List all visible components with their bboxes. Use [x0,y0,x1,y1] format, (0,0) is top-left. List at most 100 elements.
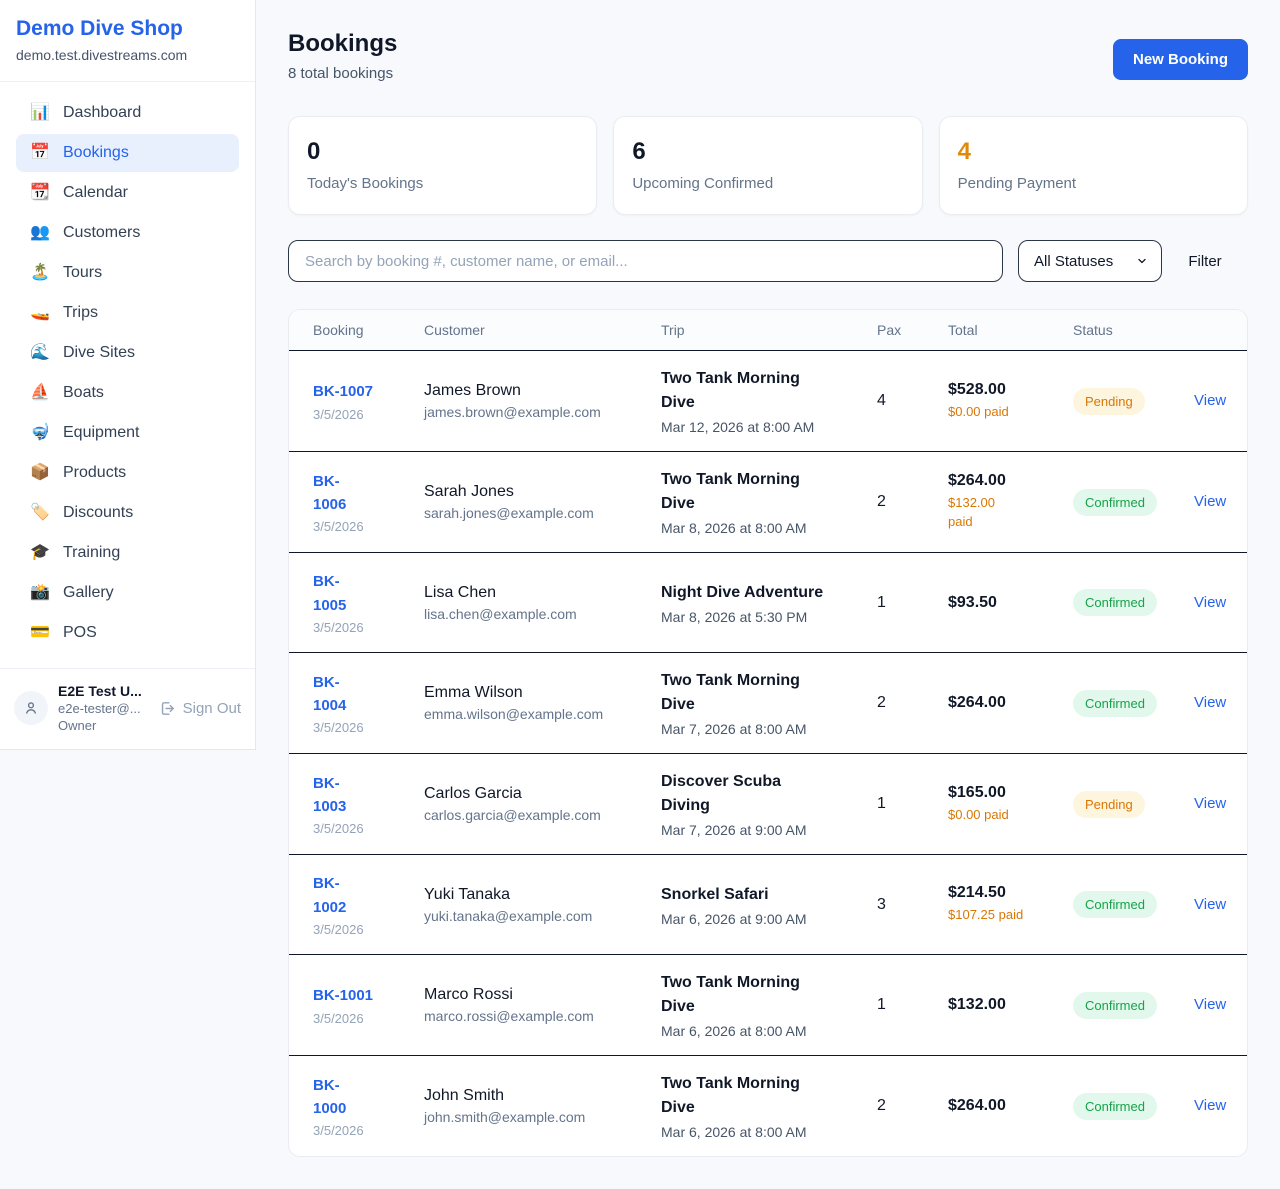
total-amount: $528.00 [948,380,1006,398]
shop-domain: demo.test.divestreams.com [16,47,188,63]
sidebar-item-training[interactable]: 🎓 Training [16,534,239,572]
sidebar-item-dashboard[interactable]: 📊 Dashboard [16,94,239,132]
sidebar-item-boats[interactable]: ⛵ Boats [16,374,239,412]
customer-cell: Sarah Jones sarah.jones@example.com [400,467,637,537]
speedboat-icon: 🚤 [30,304,50,321]
booking-date: 3/5/2026 [313,821,364,837]
sidebar-item-discounts[interactable]: 🏷️ Discounts [16,494,239,532]
avatar [14,691,48,725]
customer-name: James Brown [424,382,521,399]
page-header: Bookings 8 total bookings New Booking [288,30,1248,82]
view-link[interactable]: View [1194,694,1227,711]
people-icon: 👥 [30,224,50,241]
customer-cell: John Smith john.smith@example.com [400,1071,637,1141]
status-cell: Confirmed [1049,1077,1170,1136]
view-link[interactable]: View [1194,996,1227,1013]
trip-name: Two Tank Morning Dive [661,370,800,411]
customer-email: sarah.jones@example.com [424,505,594,521]
sidebar-item-customers[interactable]: 👥 Customers [16,214,239,252]
sidebar-item-products[interactable]: 📦 Products [16,454,239,492]
sidebar-item-label: Discounts [63,504,134,521]
sidebar-item-tours[interactable]: 🏝️ Tours [16,254,239,292]
filter-button[interactable]: Filter [1188,252,1222,270]
trip-name: Two Tank Morning Dive [661,672,800,713]
sidebar-item-equipment[interactable]: 🤿 Equipment [16,414,239,452]
customer-email: lisa.chen@example.com [424,605,577,622]
trip-datetime: Mar 7, 2026 at 9:00 AM [661,822,807,838]
sidebar: Demo Dive Shop demo.test.divestreams.com… [0,0,256,750]
booking-number-link[interactable]: BK- 1004 [313,673,347,714]
customer-email: emma.wilson@example.com [424,706,604,722]
tear-off-calendar-icon: 📆 [30,184,50,201]
pax-cell: 3 [877,895,886,913]
booking-number-link[interactable]: BK-1007 [313,383,374,401]
booking-number-link[interactable]: BK- 1000 [313,1076,347,1117]
customer-email: james.brown@example.com [424,404,601,420]
trip-cell: Two Tank Morning Dive Mar 7, 2026 at 8:00… [637,653,853,753]
view-link[interactable]: View [1194,895,1227,913]
column-header: Status [1073,322,1113,338]
booking-number-link[interactable]: BK-1001 [313,987,374,1005]
view-cell: View [1170,880,1247,930]
view-link[interactable]: View [1194,493,1227,510]
sidebar-item-label: Gallery [63,584,114,601]
view-link[interactable]: View [1194,593,1227,611]
camera-icon: 📸 [30,584,50,601]
sidebar-item-label: Dive Sites [63,344,136,361]
booking-cell: BK- 1006 3/5/2026 [289,454,400,551]
search-input[interactable] [288,240,1003,282]
status-filter-value: All Statuses [1034,252,1114,270]
status-cell: Pending [1049,775,1170,834]
trip-datetime: Mar 7, 2026 at 8:00 AM [661,721,807,737]
column-header: Trip [661,322,685,338]
sidebar-item-bookings[interactable]: 📅 Bookings [16,134,239,172]
island-icon: 🏝️ [30,264,50,281]
view-link[interactable]: View [1194,795,1227,812]
table-row: BK- 1000 3/5/2026 John Smith john.smith@e… [289,1056,1247,1156]
customer-cell: James Brown james.brown@example.com [400,366,637,436]
stat-card: 6 Upcoming Confirmed [613,116,923,215]
booking-cell: BK- 1002 3/5/2026 [289,856,400,953]
booking-date: 3/5/2026 [313,720,364,736]
booking-cell: BK- 1005 3/5/2026 [289,554,400,651]
sidebar-item-gallery[interactable]: 📸 Gallery [16,574,239,612]
total-amount: $264.00 [948,472,1006,490]
status-badge: Pending [1073,387,1145,415]
customer-cell: Yuki Tanaka yuki.tanaka@example.com [400,870,637,940]
sidebar-item-trips[interactable]: 🚤 Trips [16,294,239,332]
booking-date: 3/5/2026 [313,406,364,422]
table-header-row: Booking Customer Trip Pax Total Status [289,310,1247,351]
calendar-icon: 📅 [30,144,50,161]
sidebar-nav: 📊 Dashboard 📅 Bookings 📆 Calendar 👥 Cust… [0,82,255,668]
view-cell: View [1170,980,1247,1030]
status-cell: Confirmed [1049,674,1170,733]
booking-number-link[interactable]: BK- 1006 [313,472,347,513]
view-link[interactable]: View [1194,1097,1227,1114]
trip-name: Two Tank Morning Dive [661,471,800,512]
total-cell: $214.50 $107.25 paid [924,868,1049,941]
sidebar-user-section: E2E Test U... e2e-tester@... Owner Sign … [0,668,255,749]
column-header: Customer [424,322,485,338]
view-link[interactable]: View [1194,392,1227,409]
customer-cell: Marco Rossi marco.rossi@example.com [400,970,637,1040]
sign-out-button[interactable]: Sign Out [159,700,241,717]
sidebar-item-dive-sites[interactable]: 🌊 Dive Sites [16,334,239,372]
new-booking-button[interactable]: New Booking [1112,39,1248,80]
sidebar-item-label: Tours [63,264,103,281]
pax-cell: 4 [877,392,886,409]
sidebar-item-calendar[interactable]: 📆 Calendar [16,174,239,212]
customer-cell: Lisa Chen lisa.chen@example.com [400,568,637,638]
stats-row: 0 Today's Bookings 6 Upcoming Confirmed … [288,116,1248,215]
sidebar-item-label: Trips [63,304,98,321]
status-filter-select[interactable]: All Statuses [1018,240,1162,282]
sidebar-item-pos[interactable]: 💳 POS [16,614,239,652]
booking-number-link[interactable]: BK- 1002 [313,875,347,916]
column-header: Pax [877,322,902,338]
trip-datetime: Mar 8, 2026 at 8:00 AM [661,520,807,536]
pax-cell: 1 [877,996,886,1013]
booking-number-link[interactable]: BK- 1003 [313,774,347,815]
booking-date: 3/5/2026 [313,1123,364,1139]
trip-cell: Two Tank Morning Dive Mar 6, 2026 at 8:00… [637,1056,853,1156]
stat-card: 4 Pending Payment [938,116,1248,215]
booking-number-link[interactable]: BK- 1005 [313,573,347,614]
